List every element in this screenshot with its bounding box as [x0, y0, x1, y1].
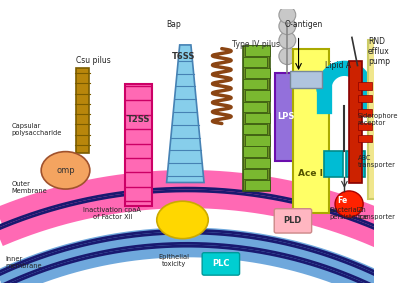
Text: Inner
membrane: Inner membrane — [6, 256, 42, 269]
Text: RND
efflux
pump: RND efflux pump — [368, 36, 390, 66]
Text: Epithelial
toxicity: Epithelial toxicity — [158, 254, 190, 267]
Text: PLD: PLD — [284, 216, 302, 225]
Circle shape — [279, 6, 296, 23]
Text: Fe: Fe — [338, 196, 348, 205]
Bar — [290, 71, 322, 88]
Bar — [324, 151, 342, 177]
Text: T6SS: T6SS — [172, 52, 195, 61]
Circle shape — [279, 18, 296, 35]
FancyBboxPatch shape — [202, 253, 240, 275]
Bar — [243, 169, 268, 179]
Text: Outer
Membrane: Outer Membrane — [11, 181, 47, 194]
Text: Ace I: Ace I — [298, 169, 323, 178]
Text: Siderophore
receptor: Siderophore receptor — [358, 113, 398, 126]
Text: Bacterial
persistence: Bacterial persistence — [330, 207, 368, 220]
Bar — [358, 109, 372, 116]
Bar — [243, 46, 270, 191]
Text: O-antigen: O-antigen — [285, 20, 323, 29]
Bar — [358, 82, 372, 90]
Bar — [293, 49, 328, 213]
Bar — [368, 40, 396, 199]
FancyBboxPatch shape — [274, 209, 312, 233]
Bar — [243, 57, 268, 67]
Ellipse shape — [41, 152, 90, 189]
Bar — [243, 124, 268, 134]
Circle shape — [279, 48, 296, 65]
Polygon shape — [166, 45, 204, 182]
Text: Csu pilus: Csu pilus — [76, 56, 111, 65]
Bar — [245, 158, 270, 168]
Text: Inactivation cpaA
of Factor XII: Inactivation cpaA of Factor XII — [83, 207, 141, 220]
Bar — [243, 79, 268, 89]
Text: LPS: LPS — [277, 112, 294, 121]
Bar — [245, 68, 270, 78]
Bar — [358, 123, 372, 130]
Ellipse shape — [335, 191, 363, 217]
Bar — [349, 61, 362, 182]
Bar — [245, 113, 270, 123]
Text: Zn
transporter: Zn transporter — [358, 207, 395, 220]
Text: omp: omp — [56, 166, 75, 175]
Bar — [358, 135, 372, 142]
Bar — [245, 45, 270, 56]
Bar — [76, 68, 89, 152]
Bar — [358, 95, 372, 102]
Bar — [245, 180, 270, 190]
Bar — [243, 147, 268, 157]
Circle shape — [279, 32, 296, 49]
Text: ABC
transporter: ABC transporter — [358, 155, 395, 168]
Text: Lipid A: Lipid A — [325, 61, 351, 70]
Bar — [245, 135, 270, 145]
Bar — [275, 72, 296, 161]
Text: PLC: PLC — [212, 259, 230, 268]
Bar — [243, 102, 268, 112]
Bar — [346, 151, 365, 177]
Bar — [245, 90, 270, 101]
Bar — [126, 84, 152, 206]
Ellipse shape — [157, 201, 208, 239]
Text: T2SS: T2SS — [127, 115, 150, 124]
Text: Type IV pilus: Type IV pilus — [232, 40, 280, 49]
Bar — [368, 61, 381, 182]
Text: Capsular
polysaccharide: Capsular polysaccharide — [11, 123, 62, 136]
Text: Bap: Bap — [166, 20, 180, 29]
